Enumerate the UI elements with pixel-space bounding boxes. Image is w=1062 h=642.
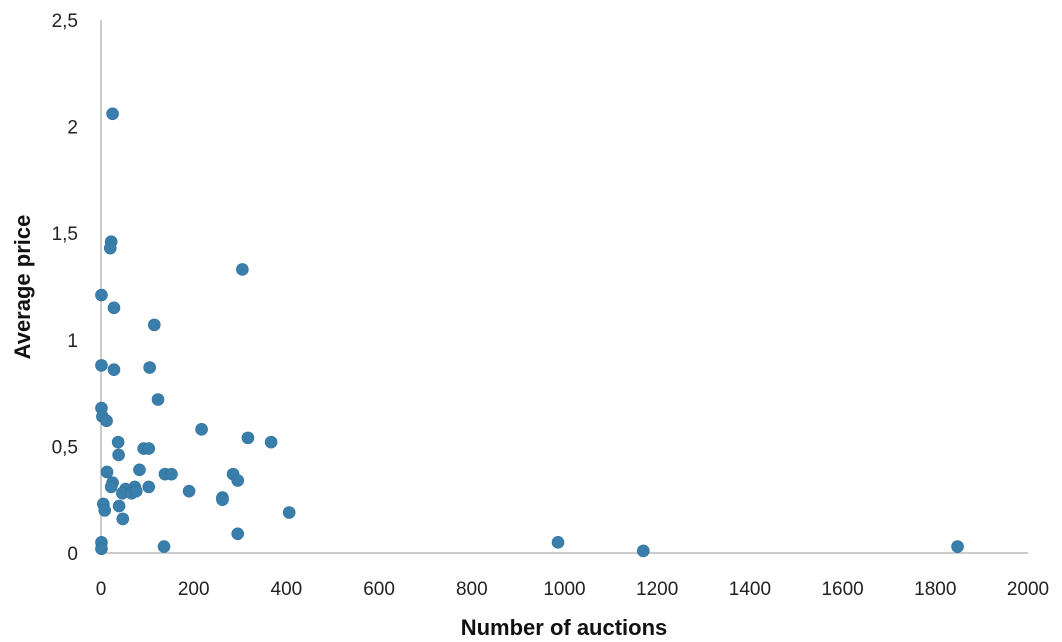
data-point bbox=[151, 393, 165, 406]
data-point bbox=[133, 463, 146, 477]
data-point bbox=[231, 527, 245, 541]
data-point bbox=[143, 361, 156, 374]
data-point bbox=[95, 542, 108, 556]
data-points bbox=[95, 107, 964, 558]
data-point bbox=[100, 465, 114, 479]
data-point bbox=[112, 499, 126, 513]
x-tick-label: 0 bbox=[96, 579, 107, 600]
data-point bbox=[112, 448, 125, 462]
data-point bbox=[636, 544, 650, 558]
data-point bbox=[951, 540, 964, 553]
x-tick-label: 1600 bbox=[821, 579, 863, 600]
data-point bbox=[282, 506, 296, 519]
data-point bbox=[142, 442, 156, 455]
x-tick-label: 600 bbox=[363, 579, 395, 600]
data-point bbox=[98, 504, 112, 517]
x-tick-label: 1400 bbox=[729, 579, 771, 600]
data-point bbox=[142, 480, 156, 494]
data-point bbox=[95, 288, 108, 302]
axes bbox=[100, 20, 1028, 554]
data-point bbox=[95, 359, 108, 372]
data-point bbox=[148, 318, 161, 332]
x-tick-label: 2000 bbox=[1007, 579, 1049, 600]
data-point bbox=[216, 493, 229, 507]
x-tick-label: 800 bbox=[456, 579, 488, 600]
x-tick-label: 1800 bbox=[914, 579, 956, 600]
y-tick-label: 0,5 bbox=[52, 437, 78, 458]
y-tick-label: 0 bbox=[67, 544, 78, 565]
data-point bbox=[106, 107, 119, 121]
data-point bbox=[111, 435, 125, 449]
data-point bbox=[107, 301, 121, 315]
data-point bbox=[551, 536, 565, 549]
data-point bbox=[100, 414, 113, 428]
x-tick-label: 1200 bbox=[636, 579, 678, 600]
y-tick-label: 2 bbox=[67, 118, 78, 139]
x-tick-label: 1000 bbox=[543, 579, 585, 600]
data-point bbox=[231, 474, 245, 487]
data-point bbox=[157, 540, 171, 553]
x-tick-label: 200 bbox=[178, 579, 210, 600]
data-point bbox=[195, 423, 208, 436]
data-point bbox=[104, 480, 118, 494]
y-tick-label: 2,5 bbox=[52, 11, 78, 32]
data-point bbox=[129, 484, 143, 498]
y-tick-label: 1 bbox=[67, 331, 78, 352]
tick-labels: 0 200 400 600 800 1000 1200 1400 1600 1800 2000 0 0,… bbox=[52, 11, 1050, 600]
data-point bbox=[107, 363, 121, 376]
data-point bbox=[264, 435, 278, 449]
y-axis-title: Average price bbox=[10, 215, 35, 360]
data-point bbox=[241, 431, 255, 445]
x-tick-label: 400 bbox=[271, 579, 303, 600]
y-tick-label: 1,5 bbox=[52, 224, 78, 245]
data-point bbox=[236, 263, 249, 276]
x-axis-title: Number of auctions bbox=[461, 615, 668, 640]
data-point bbox=[182, 484, 196, 498]
data-point bbox=[116, 512, 130, 526]
data-point bbox=[165, 467, 178, 481]
data-point bbox=[103, 241, 117, 255]
